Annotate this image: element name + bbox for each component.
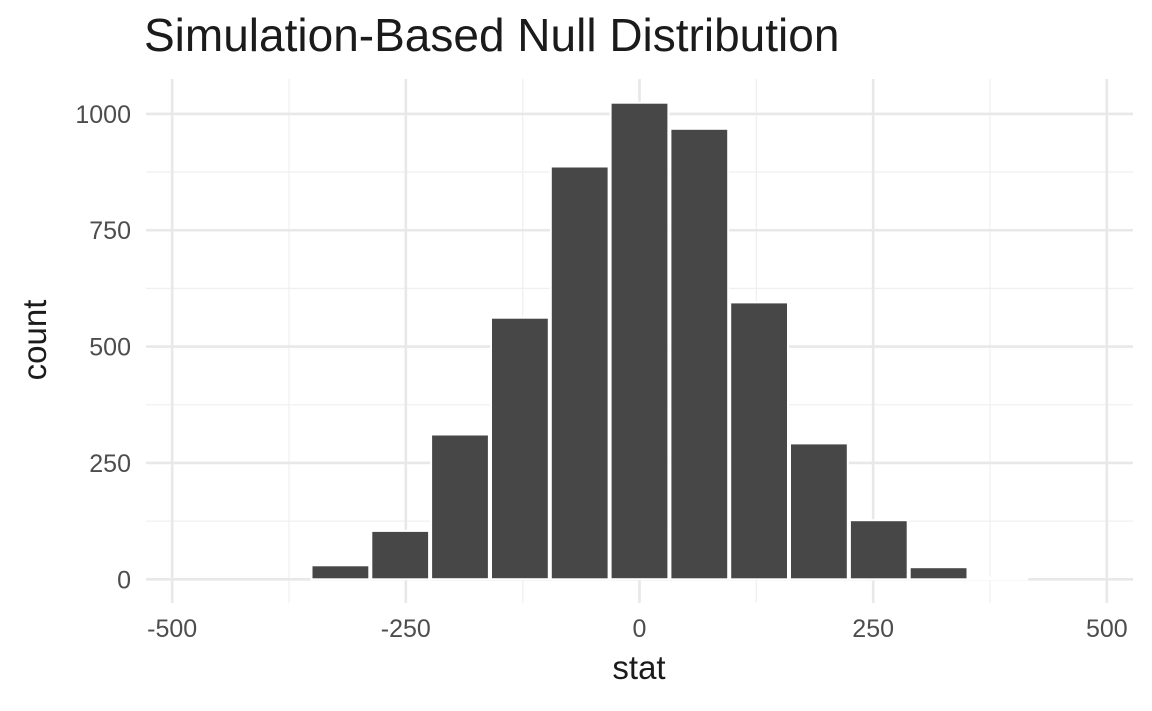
x-tick-label: -250 xyxy=(381,615,431,643)
histogram-bar xyxy=(669,127,730,581)
histogram-bar xyxy=(430,433,490,581)
histogram-bar xyxy=(908,566,969,581)
y-tick-label: 500 xyxy=(89,334,131,362)
x-axis-title: stat xyxy=(612,649,666,686)
histogram-bar xyxy=(549,165,610,581)
histogram-bar xyxy=(968,576,1029,581)
histogram-bar xyxy=(609,101,670,581)
histogram-bar xyxy=(789,442,849,581)
y-tick-label: 250 xyxy=(89,450,131,478)
histogram-bar xyxy=(490,316,550,581)
y-axis-title: count xyxy=(16,299,53,381)
histogram-bars xyxy=(310,101,1029,581)
x-tick-label: 0 xyxy=(633,615,647,643)
histogram-bar xyxy=(848,519,909,581)
x-tick-label: 500 xyxy=(1086,615,1128,643)
plot-title: Simulation-Based Null Distribution xyxy=(144,9,840,61)
y-tick-label: 750 xyxy=(89,217,131,245)
y-tick-label: 1000 xyxy=(75,101,131,129)
y-tick-label: 0 xyxy=(117,566,131,594)
x-tick-label: 250 xyxy=(852,615,894,643)
histogram-bar xyxy=(310,564,371,581)
x-tick-label: -500 xyxy=(147,615,197,643)
histogram-bar xyxy=(729,301,790,581)
axis-tick-labels: 0 250 500 750 1000 -500 -250 0 250 500 xyxy=(75,101,1127,643)
histogram-bar xyxy=(370,529,431,581)
